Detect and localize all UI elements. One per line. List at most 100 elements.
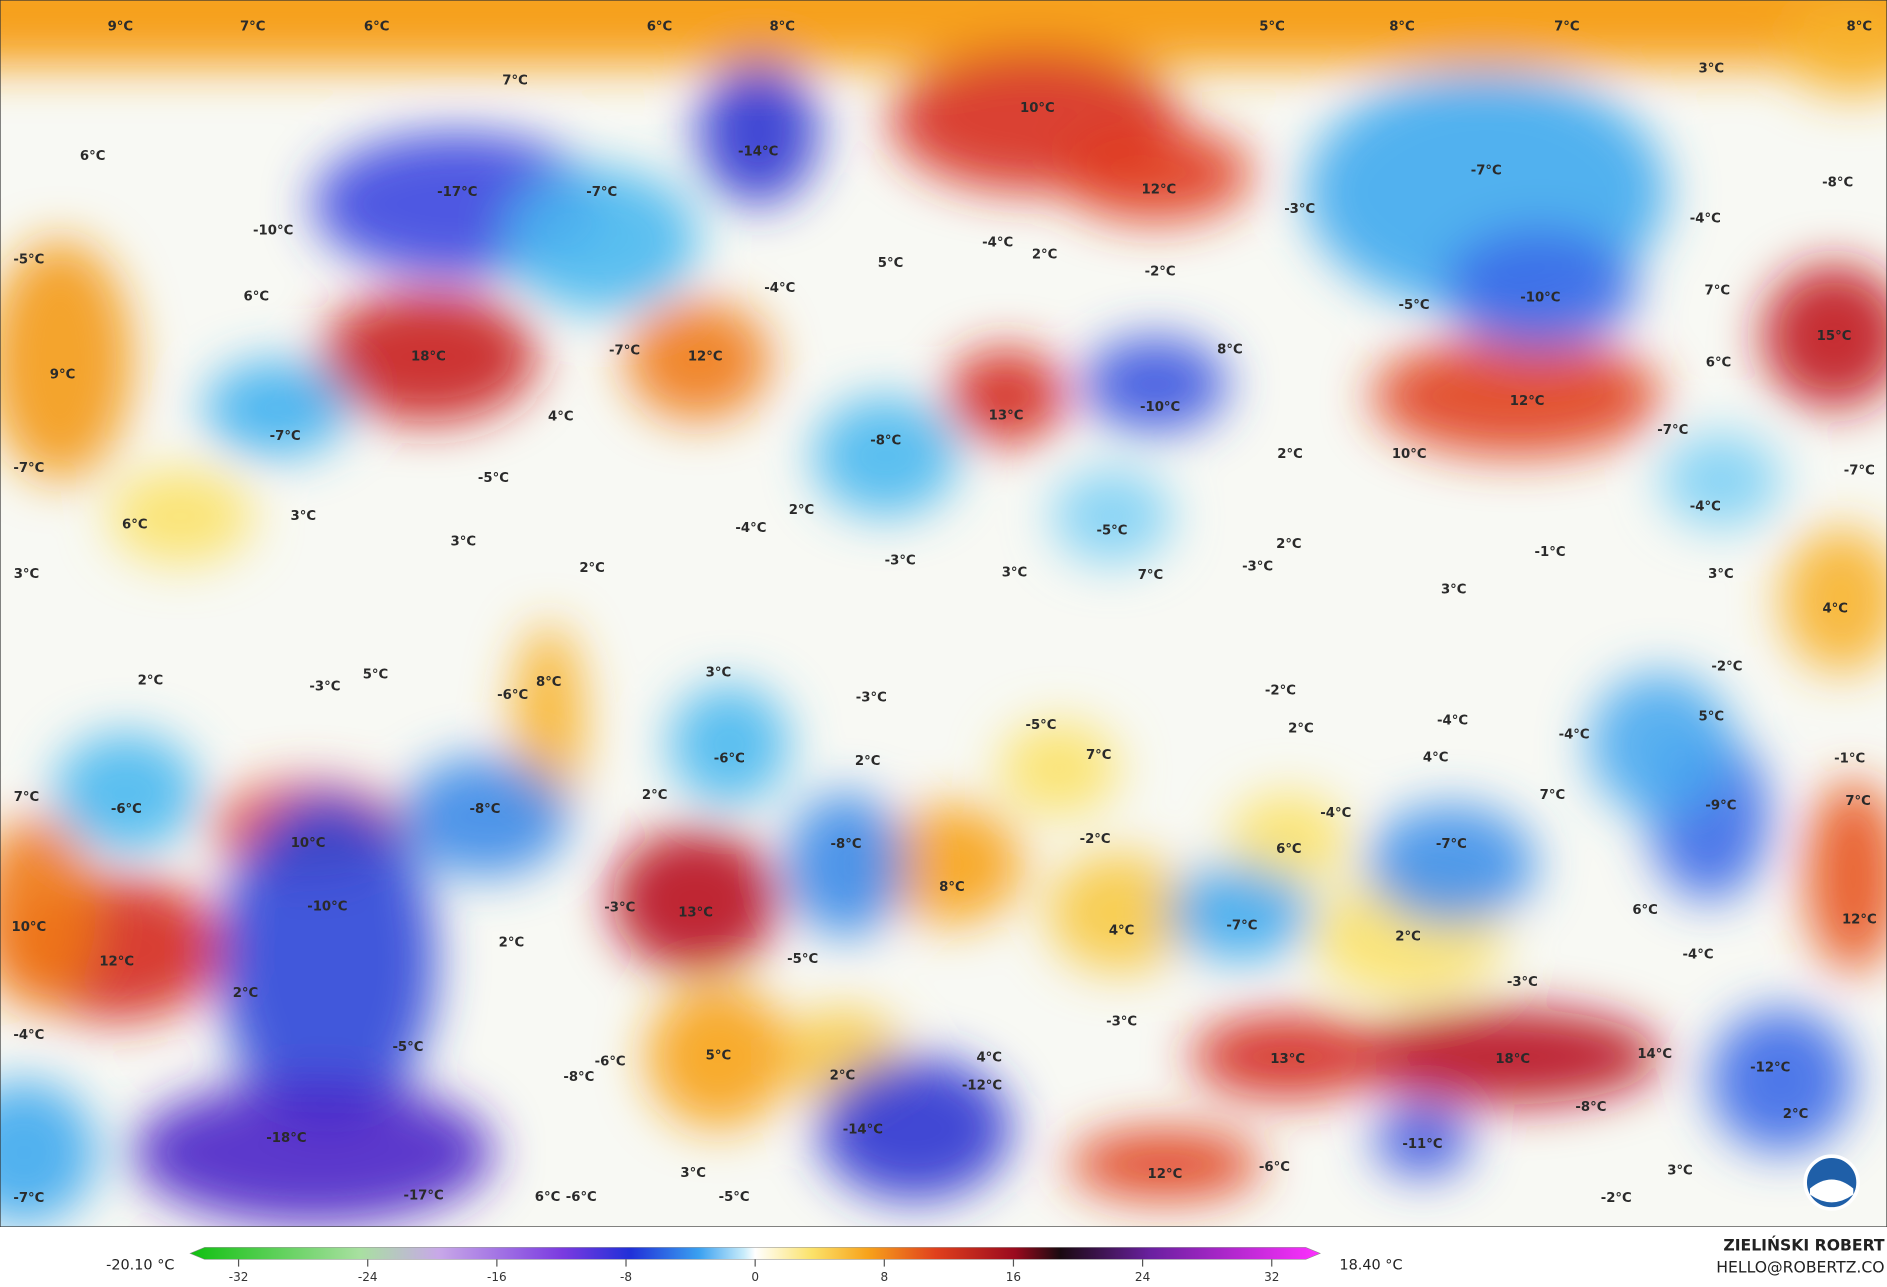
temperature-label: -8°C [563, 1070, 594, 1085]
temperature-label: -3°C [1284, 202, 1315, 217]
field-blob [1068, 1128, 1262, 1201]
temperature-label: 6°C [1276, 842, 1302, 857]
temperature-label: -6°C [595, 1054, 626, 1069]
tick-label: 8 [880, 1270, 888, 1284]
temperature-label: 2°C [855, 754, 881, 769]
temperature-label: 14°C [1637, 1047, 1672, 1062]
field-blob [0, 1080, 97, 1225]
temperature-label: -8°C [870, 434, 901, 449]
credit-email: HELLO@ROBERTZ.CO [1716, 1258, 1884, 1276]
field-blob [998, 720, 1120, 817]
temperature-label: 10°C [12, 920, 47, 935]
field-blob [204, 360, 349, 457]
tick-label: -16 [487, 1270, 507, 1284]
temperature-label: -3°C [604, 901, 635, 916]
temperature-field [0, 0, 1887, 1225]
temperature-label: 2°C [138, 674, 164, 689]
field-blob [1059, 126, 1252, 223]
temperature-label: 6°C [535, 1190, 561, 1205]
temperature-label: 8°C [1389, 19, 1415, 34]
temperature-label: 4°C [1109, 923, 1135, 938]
temperature-label: 7°C [1138, 568, 1164, 583]
tick-label: 16 [1006, 1270, 1021, 1284]
temperature-label: -3°C [1106, 1015, 1137, 1030]
temperature-label: -1°C [1834, 752, 1865, 767]
temperature-label: -5°C [13, 252, 44, 267]
temperature-label: 2°C [642, 788, 668, 803]
temperature-label: 4°C [976, 1051, 1002, 1066]
temperature-label: -7°C [13, 461, 44, 476]
field-blob [813, 396, 958, 517]
temperature-label: 2°C [499, 935, 525, 950]
field-blob [1191, 1014, 1384, 1099]
temperature-label: 2°C [579, 561, 605, 576]
field-blob [132, 1080, 494, 1225]
temperature-label: 6°C [122, 518, 148, 533]
field-blob [219, 792, 436, 1129]
temperature-label: 5°C [1259, 19, 1285, 34]
temperature-label: -4°C [1437, 713, 1468, 728]
temperature-label: -10°C [1520, 291, 1560, 306]
temperature-label: 2°C [1395, 929, 1421, 944]
temperature-label: -7°C [1436, 837, 1467, 852]
field-blob [1781, 0, 1887, 97]
field-blob [611, 828, 780, 973]
temperature-label: -2°C [1711, 659, 1742, 674]
temperature-label: 6°C [244, 290, 270, 305]
temperature-label: 3°C [680, 1166, 706, 1181]
field-blob [1660, 432, 1782, 529]
temperature-label: -10°C [307, 899, 347, 914]
temperature-label: -3°C [856, 691, 887, 706]
temperature-label: 12°C [99, 955, 134, 970]
map-labels: 9°C 7°C 6°C 6°C 8°C 5°C 8°C 7°C 8°C 3°C 7°C 10°C -14… [12, 19, 1877, 1206]
temperature-label: -4°C [13, 1028, 44, 1043]
temperature-label: -5°C [392, 1040, 423, 1055]
temperature-label: 8°C [769, 19, 795, 34]
temperature-label: 2°C [1276, 537, 1302, 552]
temperature-label: -6°C [111, 802, 142, 817]
temperature-label: -18°C [266, 1131, 306, 1146]
field-blob [646, 984, 791, 1129]
temperature-label: 18°C [411, 350, 446, 365]
field-blob [1367, 804, 1536, 925]
tick-label: 0 [751, 1270, 759, 1284]
temperature-label: 3°C [1002, 566, 1028, 581]
temperature-label: 7°C [240, 19, 266, 34]
temperature-label: 9°C [108, 19, 134, 34]
temperature-label: 10°C [1020, 101, 1055, 116]
temperature-label: 2°C [789, 503, 815, 518]
min-label: -20.10 °C [106, 1257, 174, 1273]
field-blob [1708, 1008, 1854, 1153]
field-blob [1347, 1008, 1661, 1105]
field-blob [1805, 780, 1887, 973]
field-blob [1761, 264, 1887, 409]
temperature-label: 8°C [1847, 19, 1873, 34]
temperature-label: 2°C [1288, 722, 1314, 737]
temperature-label: -6°C [566, 1190, 597, 1205]
temperature-label: 4°C [548, 410, 574, 425]
temperature-label: 6°C [1706, 356, 1732, 371]
temperature-label: -5°C [1096, 524, 1127, 539]
temperature-label: -5°C [1025, 718, 1056, 733]
temperature-label: -4°C [735, 521, 766, 536]
temperature-label: -14°C [843, 1123, 883, 1138]
temperature-label: 7°C [1554, 19, 1580, 34]
temperature-label: -4°C [982, 236, 1013, 251]
temperature-label: 6°C [80, 149, 106, 164]
temperature-label: 10°C [1392, 447, 1427, 462]
temperature-label: -7°C [13, 1191, 44, 1206]
tick-label: 32 [1264, 1270, 1279, 1284]
field-blob [1371, 336, 1661, 457]
temperature-label: 2°C [830, 1069, 856, 1084]
temperature-label: -6°C [1259, 1160, 1290, 1175]
temperature-label: -4°C [1683, 947, 1714, 962]
temperature-label: 2°C [233, 986, 259, 1001]
max-label: 18.40 °C [1339, 1257, 1402, 1273]
temperature-label: -7°C [1657, 423, 1688, 438]
temperature-label: -17°C [437, 185, 477, 200]
temperature-label: -4°C [1320, 806, 1351, 821]
noaa-logo [1803, 1154, 1860, 1211]
temperature-label: -3°C [309, 680, 340, 695]
temperature-label: -4°C [1690, 500, 1721, 515]
temperature-label: -3°C [1507, 975, 1538, 990]
